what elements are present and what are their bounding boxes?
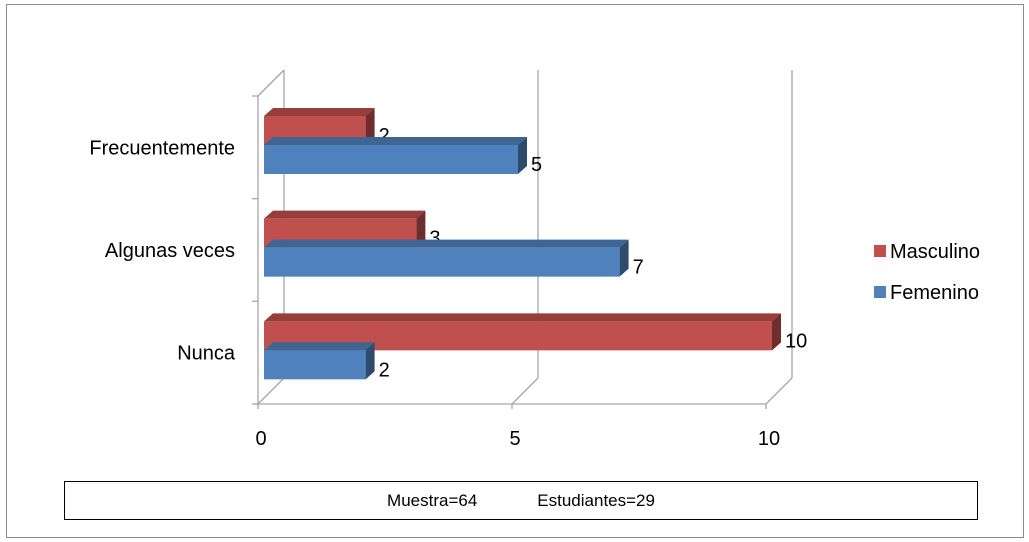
chart-frame [6,4,1024,538]
legend-swatch-femenino [874,286,886,298]
bar-top-femenino-0 [264,137,527,145]
bar-top-masculino-2 [264,313,781,322]
bar-femenino-0 [264,145,518,174]
bar-femenino-1 [264,247,620,277]
gridline-floor-2 [765,377,793,405]
legend-label-femenino: Femenino [890,282,979,304]
bar-top-masculino-0 [264,108,375,116]
data-label-femenino-0: 5 [531,154,542,176]
data-label-masculino-2: 10 [785,330,807,352]
data-label-masculino-0: 2 [379,125,390,147]
bar-side-femenino-2 [365,342,375,380]
x-tick-label-1: 5 [509,428,520,450]
bar-top-femenino-2 [264,342,375,351]
sample-size-label: Muestra=64 [387,490,478,510]
bar-side-femenino-1 [619,239,629,277]
data-label-masculino-1: 3 [429,228,440,250]
category-label-1: Algunas veces [105,240,235,262]
bar-side-masculino-0 [365,108,375,145]
x-tick-label-0: 0 [255,428,266,450]
category-label-0: Frecuentemente [89,137,235,159]
sample-info-box: Muestra=64 Estudiantes=29 [64,481,978,520]
data-label-femenino-1: 7 [633,257,644,279]
x-tick-label-2: 10 [758,428,780,450]
side-wall-top [257,69,285,97]
gridline-floor-0 [257,377,285,405]
category-label-2: Nunca [177,343,236,365]
legend-swatch-masculino [874,245,886,257]
gridline-floor-1 [511,377,539,405]
students-count-label: Estudiantes=29 [537,490,655,510]
bar-side-femenino-0 [518,137,527,174]
bar-side-masculino-1 [416,210,426,248]
bar-side-masculino-2 [772,313,781,351]
data-label-femenino-2: 2 [379,359,390,381]
legend-label-masculino: Masculino [890,241,980,263]
bar-top-femenino-1 [264,239,629,248]
bar-top-masculino-1 [264,210,426,219]
bar-femenino-2 [264,350,366,380]
